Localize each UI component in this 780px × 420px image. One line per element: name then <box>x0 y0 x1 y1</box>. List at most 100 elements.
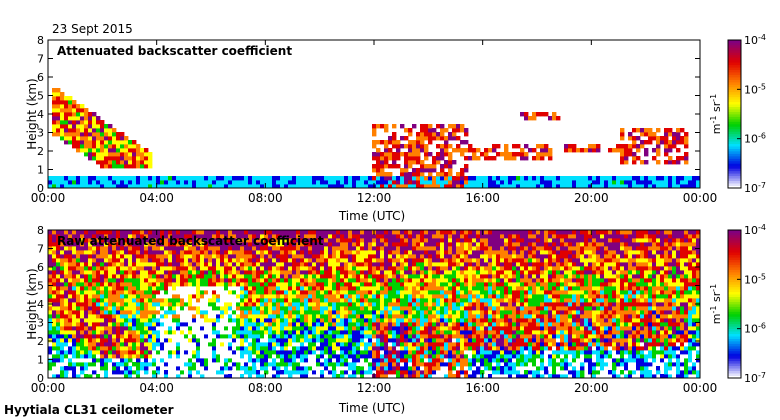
heatmap-cell <box>148 374 153 379</box>
heatmap-cell <box>404 310 409 315</box>
x-tick-label: 00:00 <box>31 191 66 205</box>
heatmap-cell <box>256 250 261 255</box>
heatmap-cell <box>116 140 121 145</box>
heatmap-cell <box>116 132 121 137</box>
heatmap-cell <box>292 314 297 319</box>
heatmap-cell <box>108 234 113 239</box>
heatmap-cell <box>148 160 153 165</box>
heatmap-cell <box>84 136 89 141</box>
heatmap-cell <box>88 290 93 295</box>
colorbar-step <box>728 143 741 147</box>
heatmap-cell <box>440 262 445 267</box>
heatmap-cell <box>80 148 85 153</box>
heatmap-cell <box>316 350 321 355</box>
heatmap-cell <box>376 230 381 235</box>
heatmap-cell <box>380 318 385 323</box>
heatmap-cell <box>348 306 353 311</box>
heatmap-cell <box>232 354 237 359</box>
heatmap-cell <box>428 164 433 169</box>
heatmap-cell <box>372 314 377 319</box>
heatmap-cell <box>244 234 249 239</box>
colorbar-step <box>728 109 741 112</box>
panel-attenuated: Attenuated backscatter coefficient 00:00… <box>25 33 766 223</box>
heatmap-cell <box>236 314 241 319</box>
heatmap-cell <box>60 318 65 323</box>
heatmap-cell <box>112 254 117 259</box>
heatmap-cell <box>116 366 121 371</box>
heatmap-cell <box>320 254 325 259</box>
heatmap-cell <box>104 366 109 371</box>
heatmap-cell <box>192 314 197 319</box>
heatmap-cell <box>344 294 349 299</box>
heatmap-cell <box>100 144 105 149</box>
heatmap-cell <box>644 184 649 189</box>
heatmap-cell <box>348 286 353 291</box>
heatmap-cell <box>452 294 457 299</box>
heatmap-cell <box>76 242 81 247</box>
heatmap-cell <box>140 314 145 319</box>
heatmap-cell <box>256 338 261 343</box>
heatmap-cell <box>168 306 173 311</box>
heatmap-cell <box>136 184 141 189</box>
heatmap-cell <box>328 180 333 185</box>
heatmap-cell <box>240 334 245 339</box>
heatmap-cell <box>432 156 437 161</box>
heatmap-cell <box>352 250 357 255</box>
heatmap-cell <box>248 342 253 347</box>
heatmap-cell <box>356 234 361 239</box>
heatmap-cell <box>496 144 501 149</box>
heatmap-cell <box>328 298 333 303</box>
heatmap-cell <box>320 180 325 185</box>
heatmap-cell <box>324 298 329 303</box>
heatmap-cell <box>76 322 81 327</box>
heatmap-cell <box>172 362 177 367</box>
heatmap-cell <box>220 274 225 279</box>
heatmap-cell <box>436 136 441 141</box>
heatmap-cell <box>424 180 429 185</box>
heatmap-cell <box>56 322 61 327</box>
heatmap-cell <box>376 350 381 355</box>
heatmap-cell <box>208 180 213 185</box>
heatmap-cell <box>316 314 321 319</box>
heatmap-cell <box>156 180 161 185</box>
heatmap-cell <box>200 258 205 263</box>
heatmap-cell <box>220 342 225 347</box>
heatmap-cell <box>364 286 369 291</box>
heatmap-cell <box>512 184 517 189</box>
heatmap-cell <box>464 176 469 181</box>
heatmap-cell <box>132 302 137 307</box>
heatmap-cell <box>436 144 441 149</box>
heatmap-cell <box>116 290 121 295</box>
heatmap-cell <box>232 230 237 235</box>
heatmap-cell <box>340 250 345 255</box>
heatmap-cell <box>244 314 249 319</box>
heatmap-cell <box>340 176 345 181</box>
heatmap-cell <box>200 326 205 331</box>
heatmap-cell <box>60 294 65 299</box>
heatmap-cell <box>688 180 693 185</box>
heatmap-cell <box>284 262 289 267</box>
heatmap-cell <box>68 254 73 259</box>
heatmap-cell <box>224 334 229 339</box>
heatmap-cell <box>312 302 317 307</box>
heatmap-cell <box>208 306 213 311</box>
heatmap-cell <box>292 234 297 239</box>
heatmap-cell <box>416 318 421 323</box>
heatmap-cell <box>88 318 93 323</box>
heatmap-cell <box>440 306 445 311</box>
heatmap-cell <box>112 164 117 169</box>
heatmap-cell <box>124 242 129 247</box>
heatmap-cell <box>332 246 337 251</box>
heatmap-cell <box>216 298 221 303</box>
heatmap-cell <box>268 254 273 259</box>
heatmap-cell <box>340 184 345 189</box>
heatmap-cell <box>84 116 89 121</box>
heatmap-cell <box>120 258 125 263</box>
heatmap-cell <box>188 242 193 247</box>
heatmap-cell <box>112 132 117 137</box>
heatmap-cell <box>420 234 425 239</box>
heatmap-cell <box>188 342 193 347</box>
heatmap-cell <box>308 290 313 295</box>
heatmap-cell <box>60 278 65 283</box>
heatmap-cell <box>68 318 73 323</box>
